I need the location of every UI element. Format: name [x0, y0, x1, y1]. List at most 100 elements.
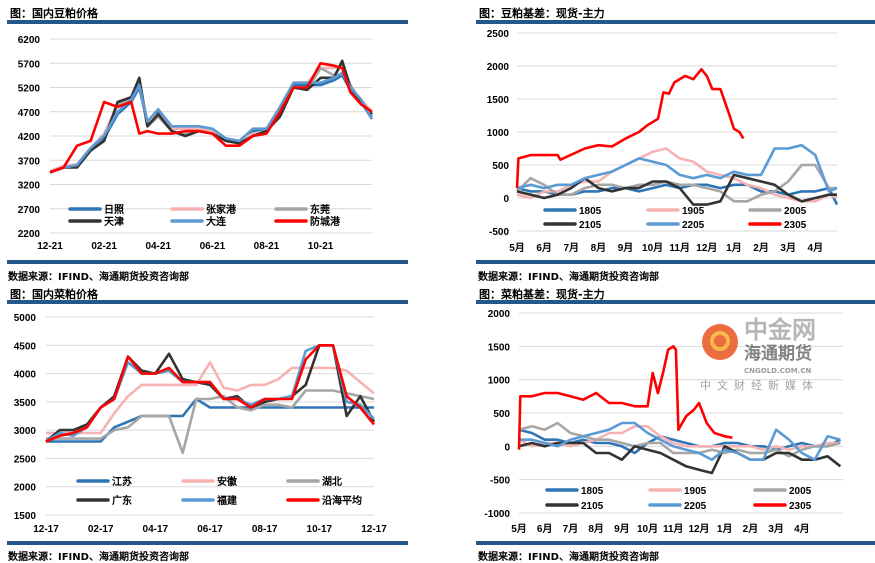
title-divider	[476, 20, 875, 24]
x-tick-label: 1月	[726, 242, 742, 254]
y-tick-label: 2000	[488, 309, 511, 320]
series-line-广东	[45, 343, 376, 443]
legend-label: 广东	[112, 494, 132, 507]
watermark-logo-icon	[702, 324, 738, 360]
series-line-沿海平均	[45, 343, 376, 443]
series-line-安徽	[46, 360, 375, 435]
footer-divider	[476, 260, 875, 264]
x-tick-label: 7月	[563, 242, 579, 254]
footer-divider	[7, 260, 408, 264]
y-tick-label: 2200	[18, 229, 41, 240]
legend-label: 安徽	[217, 475, 238, 488]
legend-label: 沿海平均	[322, 494, 362, 507]
x-tick-label: 3月	[768, 523, 784, 535]
y-tick-label: 4200	[18, 132, 41, 143]
x-tick-label: 2月	[753, 242, 769, 254]
chart-title-soymeal-basis: 图：豆粕基差：现货-主力	[479, 7, 605, 20]
chart-1: -500 0 500 1000 1500 2000 2500 5月 6月 7月 8月 9月 10月 11月…	[487, 29, 839, 254]
y-tick-label: 2000	[14, 483, 37, 494]
series-line-2205	[519, 421, 841, 462]
y-tick-label: 4000	[14, 370, 37, 381]
x-tick-label: 8月	[588, 523, 604, 535]
y-tick-label: 6200	[18, 35, 41, 46]
x-tick-label: 4月	[808, 242, 824, 254]
x-tick-label: 1月	[717, 523, 733, 535]
y-tick-label: 1500	[487, 95, 510, 106]
x-tick-label: 08-21	[254, 241, 280, 252]
x-tick-label: 06-21	[200, 241, 226, 252]
legend-label: 日照	[104, 204, 124, 216]
y-tick-label: 2500	[14, 454, 37, 465]
watermark-domain: CNGOLD.COM.CN	[744, 367, 812, 375]
legend-label: 1905	[682, 206, 705, 217]
legend-label: 2205	[684, 501, 707, 512]
x-tick-label: 11月	[669, 242, 690, 254]
series-line-日照	[49, 74, 374, 174]
x-tick-label: 3月	[780, 242, 796, 254]
legend-label: 1905	[684, 486, 707, 497]
y-tick-label: 2700	[18, 205, 41, 216]
y-tick-label: 500	[492, 161, 509, 172]
x-tick-label: 7月	[563, 523, 579, 535]
y-tick-label: 1500	[14, 511, 37, 522]
series-line-江苏	[46, 397, 374, 443]
watermark-tagline: 中文财经新媒体	[700, 379, 819, 392]
legend-label: 防城港	[310, 215, 341, 228]
legend-label: 2105	[579, 220, 602, 231]
y-tick-label: 3200	[18, 181, 41, 192]
series-line-防城港	[49, 61, 373, 174]
chart-title-rapemeal-price: 图：国内菜粕价格	[10, 288, 98, 301]
legend-label: 1805	[579, 206, 602, 217]
x-tick-label: 12-17	[361, 524, 387, 535]
y-tick-label: 500	[493, 409, 510, 420]
y-tick-label: 0	[504, 442, 510, 453]
x-tick-label: 5月	[511, 523, 527, 535]
chart-3: -1000 -500 0 500 1000 1500 2000 5月 6月 7月 8月 9月 10月 11…	[484, 309, 843, 535]
x-tick-label: 08-17	[252, 524, 278, 535]
series-line-2305	[517, 344, 733, 450]
x-tick-label: 4月	[794, 523, 810, 535]
x-tick-label: 2月	[743, 523, 759, 535]
series-line-1905	[518, 424, 841, 452]
series-line-张家港	[49, 64, 373, 173]
title-divider	[7, 300, 408, 304]
y-tick-label: 3700	[18, 156, 41, 167]
x-tick-label: 06-17	[197, 524, 223, 535]
data-source: 数据来源：IFIND、海通期货投资咨询部	[8, 272, 189, 283]
chart-0: 2200 2700 3200 3700 4200 4700 5200 5700 6200 12-2…	[18, 35, 374, 252]
x-tick-label: 02-21	[91, 241, 117, 252]
x-tick-label: 04-21	[145, 241, 171, 252]
y-tick-label: 4700	[18, 108, 41, 119]
series-line-湖北	[46, 389, 375, 455]
series-line-2005	[518, 421, 841, 458]
series-line-福建	[45, 343, 375, 443]
footer-divider	[476, 541, 875, 545]
watermark-sub: 海通期货	[744, 344, 812, 364]
series-line-2005	[516, 163, 837, 203]
data-source: 数据来源：IFIND、海通期货投资咨询部	[478, 272, 659, 283]
title-divider	[476, 300, 875, 304]
y-tick-label: 4500	[14, 341, 37, 352]
watermark-brand: 中金网	[744, 316, 816, 344]
y-tick-label: 2000	[487, 62, 510, 73]
data-source: 数据来源：IFIND、海通期货投资咨询部	[8, 552, 189, 563]
series-line-2105	[518, 441, 842, 475]
y-tick-label: 2500	[487, 29, 510, 40]
legend-label: 大连	[206, 215, 227, 228]
y-tick-label: 1000	[488, 376, 511, 387]
x-tick-label: 04-17	[143, 524, 169, 535]
x-tick-label: 10月	[637, 523, 658, 535]
chart-title-rapemeal-basis: 图：菜粕基差：现货-主力	[479, 288, 605, 301]
series-line-2105	[516, 173, 837, 206]
x-tick-label: 12-17	[33, 524, 59, 535]
x-tick-label: 10月	[642, 242, 663, 254]
y-tick-label: 1500	[488, 342, 511, 353]
x-tick-label: 5月	[509, 242, 525, 254]
y-tick-label: 3500	[14, 398, 37, 409]
y-tick-label: -500	[490, 476, 510, 487]
x-tick-label: 6月	[537, 523, 553, 535]
watermark: 中金网 海通期货 CNGOLD.COM.CN 中文财经新媒体	[700, 318, 870, 400]
legend-label: 2105	[581, 501, 604, 512]
legend-label: 2005	[789, 486, 812, 497]
data-source: 数据来源：IFIND、海通期货投资咨询部	[478, 552, 659, 563]
